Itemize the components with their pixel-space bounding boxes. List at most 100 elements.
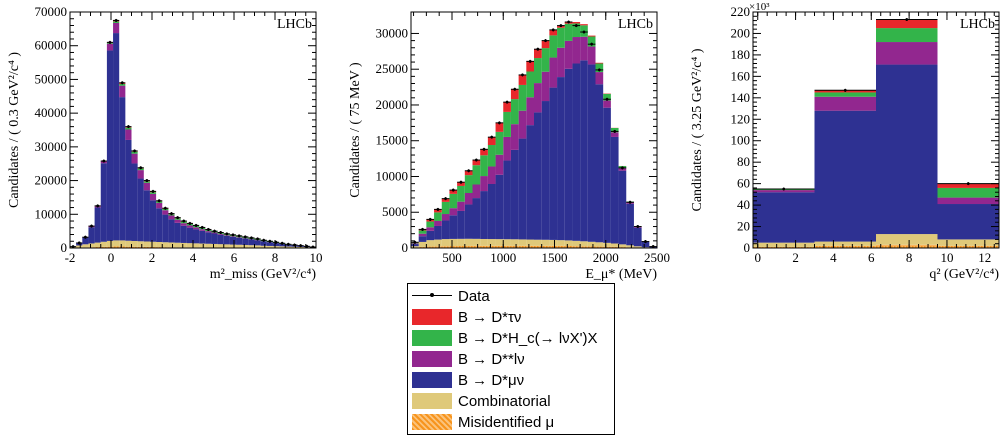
- bar-segment: [279, 243, 286, 247]
- bar-segment: [618, 244, 627, 248]
- bar-segment: [595, 72, 604, 85]
- data-point: [521, 73, 524, 77]
- data-point: [436, 207, 440, 211]
- x-tick-label: 2: [149, 250, 156, 265]
- bar-segment: [236, 244, 243, 248]
- data-point: [280, 241, 284, 245]
- bar-segment: [876, 19, 938, 29]
- plot-frame: [752, 11, 1000, 249]
- bar-segment: [94, 207, 101, 243]
- bar-segment: [541, 101, 550, 240]
- y-tick-label: 80: [737, 154, 750, 169]
- bar-segment: [180, 223, 187, 226]
- y-tick-label: 40: [737, 197, 750, 212]
- data-point: [237, 234, 241, 238]
- bar-segment: [495, 131, 504, 155]
- bar-segment: [229, 236, 237, 245]
- bar-segment: [603, 246, 611, 248]
- bar-segment: [106, 50, 114, 241]
- data-point: [120, 81, 124, 85]
- data-point: [551, 28, 555, 32]
- data-point: [194, 224, 198, 227]
- data-point: [256, 237, 259, 241]
- bar-segment: [106, 240, 114, 247]
- bar-segment: [137, 170, 144, 179]
- bar-segment: [526, 125, 534, 240]
- bar-segment: [418, 230, 427, 234]
- bar-segment: [143, 241, 150, 247]
- bar-segment: [411, 244, 419, 247]
- legend-entry-data: Data: [412, 286, 490, 306]
- bar-segment: [549, 245, 558, 248]
- bar-segment: [503, 136, 511, 161]
- data-point: [544, 39, 547, 43]
- data-point: [96, 204, 100, 208]
- bar-segment: [610, 246, 619, 248]
- y-axis-title: Candidates / ( 0.3 GeV²/c⁴ ): [7, 52, 22, 208]
- bar-segment: [441, 214, 450, 221]
- data-point: [268, 239, 272, 243]
- bar-segment: [587, 246, 596, 248]
- bar-segment: [180, 242, 187, 248]
- legend-label: B → D**lν: [458, 350, 525, 368]
- bar-segment: [549, 239, 558, 246]
- bar-segment: [503, 239, 511, 246]
- data-point: [108, 40, 112, 44]
- data-point: [482, 147, 486, 151]
- data-point: [628, 200, 632, 204]
- panel-emu: 0 5000 10000 15000 20000 25000 30000 500 1000 150…: [348, 11, 670, 282]
- bar-segment: [534, 58, 542, 84]
- data-point: [102, 159, 106, 163]
- x-tick-label: 0: [754, 250, 761, 265]
- bar-segment: [618, 168, 627, 171]
- bar-segment: [518, 84, 527, 111]
- bar-segment: [580, 24, 588, 26]
- bar-segment: [641, 241, 650, 248]
- bar-segment: [610, 132, 619, 137]
- data-point: [651, 245, 655, 248]
- legend-label: B → D*H_c(→ lνX')X: [458, 329, 598, 347]
- bar-segment: [449, 238, 458, 247]
- bar-segment: [418, 246, 427, 248]
- bar-segment: [223, 235, 230, 245]
- data-point: [582, 30, 586, 34]
- bar-segment: [572, 37, 581, 64]
- bar-segment: [480, 155, 488, 177]
- bar-segment: [162, 214, 169, 243]
- bar-segment: [426, 227, 435, 231]
- data-point: [451, 188, 455, 192]
- bar-segment: [549, 57, 558, 88]
- bar-segment: [149, 200, 157, 242]
- bar-segment: [254, 240, 261, 246]
- data-point: [536, 47, 540, 51]
- bar-segment: [564, 245, 573, 248]
- data-point: [421, 228, 424, 231]
- bar-segment: [186, 227, 193, 244]
- bar-segment: [526, 71, 534, 98]
- bar-segment: [418, 233, 427, 237]
- y-tick-label: 50000: [35, 71, 68, 86]
- bar-segment: [131, 153, 138, 164]
- x-tick-label: 4: [830, 250, 837, 265]
- bar-segment: [186, 225, 193, 228]
- bar-segment: [937, 239, 999, 246]
- bar-segment: [753, 192, 815, 243]
- bar-segment: [156, 208, 163, 242]
- bar-segment: [472, 238, 481, 246]
- bar-segment: [149, 241, 157, 247]
- bar-segment: [495, 174, 504, 240]
- data-point: [157, 199, 161, 203]
- legend-label: B → D*μν: [458, 371, 525, 389]
- bar-segment: [125, 246, 132, 248]
- bar-segment: [125, 129, 132, 140]
- y-tick-label: 30000: [376, 25, 409, 40]
- bar-segment: [137, 246, 144, 248]
- plot-frame: [410, 11, 658, 249]
- bar-segment: [587, 46, 596, 65]
- bar-segment: [125, 139, 132, 241]
- bar-segment: [487, 166, 496, 184]
- data-point: [139, 166, 143, 170]
- bar-segment: [113, 33, 120, 241]
- bar-segment: [217, 234, 224, 245]
- bar-segment: [526, 97, 534, 126]
